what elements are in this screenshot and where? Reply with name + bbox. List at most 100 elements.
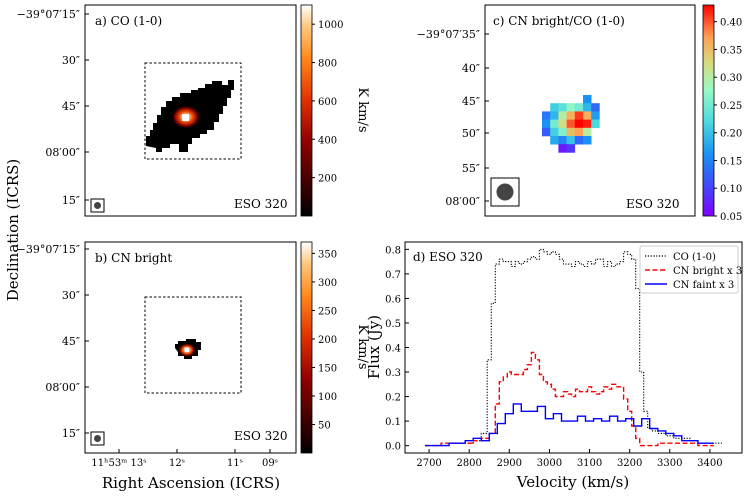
series-line-0 [425, 248, 722, 447]
x-tick-label: 3300 [657, 458, 682, 469]
ratio-pixel [583, 95, 592, 104]
x-tick-label: 2900 [497, 458, 522, 469]
panel-c-colorbar [702, 4, 715, 217]
ratio-pixel [542, 119, 551, 129]
y-tick-label: 15″ [62, 427, 80, 440]
colorbar-tick-label: 250 [318, 306, 337, 317]
shared-x-axis-label: Right Ascension (ICRS) [102, 474, 280, 492]
panel-d-title: d) ESO 320 [413, 250, 483, 264]
panel-a-source-label: ESO 320 [234, 197, 288, 211]
panel-d-axes: 2700 2800 2900 3000 3100 3200 3300 3400 0.0 0.1 0.… [385, 245, 723, 469]
ratio-pixel [542, 127, 551, 137]
y-tick-label: 45″ [62, 335, 80, 348]
panel-a-title: a) CO (1-0) [95, 14, 162, 28]
y-tick-label: −39°07′35″ [417, 28, 480, 41]
panel-b-title: b) CN bright [95, 251, 172, 265]
x-tick-label: 3200 [617, 458, 642, 469]
panel-d-legend: CO (1-0) CN bright x 3 CN faint x 3 [639, 245, 742, 294]
y-tick-label: 50″ [462, 127, 480, 140]
ratio-pixel [574, 127, 584, 137]
ratio-pixel [550, 127, 559, 137]
panel-c-colorbar-ticks: 0.05 0.10 0.15 0.20 0.25 0.30 0.35 0.40 [714, 18, 742, 223]
ratio-pixel [558, 136, 567, 145]
x-tick-label: 3400 [697, 458, 722, 469]
panel-d-y-axis-label: Flux (Jy) [365, 315, 383, 379]
y-tick-label: −39°07′15″ [17, 8, 80, 21]
panel-c-source-label: ESO 320 [626, 197, 680, 211]
panel-c-y-axis: −39°07′35″ 40″ 45″ 50″ 55″ 08′00″ [417, 28, 489, 208]
panel-b-colorbar [300, 241, 313, 454]
y-tick-label: 08′00″ [45, 146, 80, 159]
y-tick-label: 0.5 [385, 319, 401, 330]
ratio-pixel [550, 103, 559, 112]
x-tick-label: 12ˢ [169, 458, 185, 469]
ratio-pixel [583, 119, 592, 129]
colorbar-tick-label: 200 [318, 335, 337, 346]
ratio-pixel [558, 103, 567, 112]
shared-y-axis-label: Declination (ICRS) [4, 159, 22, 301]
panel-a-colorbar-ticks: 200 400 600 800 1000 [312, 20, 343, 185]
ratio-pixel [583, 127, 592, 137]
y-tick-label: 45″ [462, 95, 480, 108]
panel-b-source-label: ESO 320 [234, 429, 288, 443]
ratio-pixel [558, 127, 567, 137]
ratio-pixel [583, 136, 592, 145]
panel-a-y-axis: −39°07′15″ 30″ 45″ 08′00″ 15″ [17, 8, 89, 207]
panel-b-emission-peak [184, 347, 189, 352]
ratio-pixel [574, 136, 584, 145]
colorbar-tick-label: 0.05 [720, 212, 742, 223]
panel-c: c) CN bright/CO (1-0) ESO 320 −39°07′35″… [417, 4, 742, 223]
x-tick-label: 3100 [577, 458, 602, 469]
y-tick-label: 0.2 [385, 393, 401, 404]
colorbar-tick-label: 0.35 [720, 45, 742, 56]
y-tick-label: 55″ [462, 162, 480, 175]
legend-label-co: CO (1-0) [673, 252, 716, 263]
panel-d: d) ESO 320 2700 2800 2900 3000 3100 3200 3300 3… [365, 241, 743, 491]
y-tick-label: 08′00″ [445, 195, 480, 208]
panel-c-title: c) CN bright/CO (1-0) [493, 14, 625, 28]
panel-a-colorbar-label: K km/s [355, 87, 370, 132]
y-tick-label: 0.4 [385, 344, 401, 355]
colorbar-tick-label: 300 [318, 278, 337, 289]
colorbar-tick-label: 600 [318, 97, 337, 108]
legend-label-cn-bright: CN bright x 3 [673, 266, 742, 277]
ratio-pixel [574, 103, 584, 112]
panel-b-x-axis: 11ʰ53ᵐ 13ˢ 12ˢ 11ˢ 09ˢ [91, 449, 278, 469]
legend-frame [639, 245, 739, 294]
ratio-pixel [550, 111, 559, 120]
colorbar-tick-label: 0.25 [720, 101, 742, 112]
y-tick-label: 40″ [462, 62, 480, 75]
x-tick-label: 09ˢ [262, 458, 278, 469]
panel-a-emission-peak [182, 114, 189, 121]
colorbar-tick-label: 100 [318, 392, 337, 403]
ratio-pixel [591, 103, 600, 112]
ratio-pixel [550, 136, 559, 145]
ratio-pixel [566, 111, 576, 120]
y-tick-label: 0.0 [385, 442, 401, 453]
ratio-pixel [566, 103, 576, 112]
colorbar-tick-label: 400 [318, 135, 337, 146]
x-tick-label: 2800 [456, 458, 481, 469]
ratio-pixel [566, 136, 576, 145]
panel-c-beam [496, 183, 514, 201]
panel-a: a) CO (1-0) ESO 320 −39°07′15″ 30″ 45″ 08′0… [17, 4, 370, 217]
panel-b-colorbar-label: K km/s [355, 324, 370, 369]
ratio-pixel [558, 144, 567, 153]
x-tick-label: 11ˢ [227, 458, 243, 469]
ratio-pixel [558, 119, 567, 129]
ratio-pixel [591, 119, 600, 129]
panel-b: b) CN bright ESO 320 −39°07′15″ 30″ 45″ 08′… [17, 241, 370, 469]
y-tick-label: 15″ [62, 194, 80, 207]
ratio-pixel [591, 111, 600, 120]
series-line-2 [425, 403, 714, 447]
panel-b-frame [84, 241, 297, 454]
colorbar-tick-label: 0.30 [720, 73, 742, 84]
panel-a-beam [94, 202, 101, 209]
panel-a-region-box [144, 62, 242, 160]
colorbar-tick-label: 0.10 [720, 184, 742, 195]
y-tick-label: 0.3 [385, 368, 401, 379]
y-tick-label: 30″ [62, 289, 80, 302]
panel-c-ratio-map [542, 95, 600, 153]
ratio-pixel [542, 111, 551, 120]
